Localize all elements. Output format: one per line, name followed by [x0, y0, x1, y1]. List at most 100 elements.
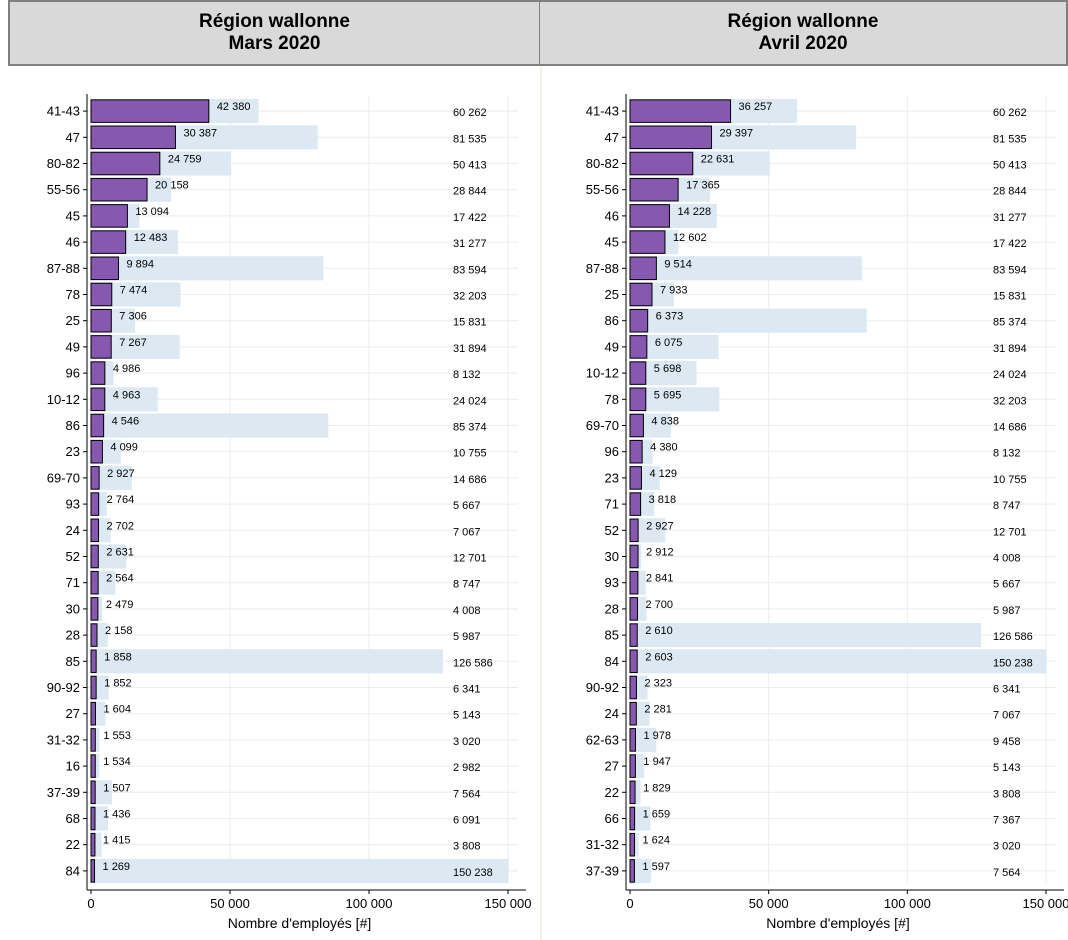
- category-label: 80-82: [586, 156, 619, 171]
- unemployed-value-label: 1 858: [104, 651, 132, 663]
- unemployed-value-label: 1 852: [104, 678, 132, 690]
- employed-value-label: 31 277: [993, 212, 1027, 224]
- unemployed-bar: [629, 806, 636, 831]
- employed-bar: [91, 413, 329, 438]
- employed-value-label: 14 686: [453, 474, 487, 486]
- unemployed-bar: [90, 151, 161, 176]
- unemployed-value-label: 1 604: [103, 704, 131, 716]
- category-label: 68: [66, 811, 80, 826]
- unemployed-value-label: 1 624: [643, 835, 671, 847]
- category-label: 93: [66, 497, 80, 512]
- unemployed-value-label: 30 387: [183, 127, 217, 139]
- unemployed-bar: [90, 832, 96, 857]
- category-label: 87-88: [586, 261, 619, 276]
- unemployed-bar: [90, 361, 106, 385]
- category-label: 47: [66, 130, 80, 145]
- unemployed-value-label: 6 373: [656, 311, 684, 323]
- category-label: 27: [66, 706, 80, 721]
- category-label: 47: [605, 130, 619, 145]
- category-label: 96: [66, 366, 80, 381]
- employed-value-label: 17 422: [993, 238, 1027, 250]
- employed-value-label: 28 844: [453, 186, 487, 198]
- category-label: 55-56: [47, 182, 80, 197]
- unemployed-value-label: 2 764: [107, 494, 135, 506]
- chart-header-april: Région wallonne Avril 2020: [539, 0, 1068, 66]
- unemployed-bar: [629, 335, 648, 359]
- employed-value-label: 3 020: [993, 841, 1021, 853]
- unemployed-value-label: 1 415: [103, 835, 131, 847]
- unemployed-value-label: 24 759: [168, 154, 202, 166]
- employed-value-label: 5 667: [993, 579, 1021, 591]
- category-label: 96: [605, 444, 619, 459]
- x-tick-label: 100 000: [346, 896, 393, 911]
- unemployed-value-label: 1 553: [103, 730, 131, 742]
- unemployed-value-label: 2 841: [646, 573, 674, 585]
- header-title-march: Région wallonne: [199, 11, 350, 32]
- unemployed-value-label: 1 597: [642, 861, 670, 873]
- employed-value-label: 5 987: [993, 605, 1021, 617]
- category-label: 46: [66, 235, 80, 250]
- unemployed-bar: [90, 256, 120, 281]
- unemployed-value-label: 2 281: [644, 704, 672, 716]
- employed-value-label: 8 132: [993, 448, 1021, 460]
- category-label: 85: [66, 654, 80, 669]
- category-label: 78: [66, 287, 80, 302]
- employed-value-label: 32 203: [453, 291, 487, 303]
- employed-value-label: 14 686: [993, 422, 1027, 434]
- employed-value-label: 7 367: [993, 815, 1021, 827]
- category-label: 45: [605, 235, 619, 250]
- unemployed-bar: [629, 570, 639, 595]
- category-label: 16: [66, 759, 80, 774]
- unemployed-bar: [90, 125, 176, 150]
- employed-value-label: 4 008: [993, 553, 1021, 565]
- unemployed-value-label: 4 129: [649, 468, 677, 480]
- unemployed-value-label: 1 829: [643, 782, 671, 794]
- category-label: 69-70: [47, 470, 80, 485]
- employed-value-label: 85 374: [993, 317, 1027, 329]
- category-label: 71: [66, 575, 80, 590]
- x-tick-label: 50 000: [210, 896, 250, 911]
- chart-panel-april: 36 257 60 262 41-43 29 397 81 535 47 22 631 50 …: [586, 94, 1068, 931]
- employed-value-label: 12 701: [453, 553, 487, 565]
- employed-bar: [630, 256, 862, 281]
- x-axis-title: Nombre d'employés [#]: [228, 915, 372, 931]
- unemployed-bar: [629, 780, 636, 805]
- category-label: 31-32: [47, 732, 80, 747]
- category-label: 28: [66, 628, 80, 643]
- unemployed-value-label: 4 099: [110, 442, 138, 454]
- unemployed-value-label: 2 702: [107, 520, 135, 532]
- category-label: 37-39: [47, 785, 80, 800]
- employed-bar: [91, 256, 324, 281]
- x-tick-label: 150 000: [485, 896, 532, 911]
- unemployed-value-label: 2 912: [646, 547, 674, 559]
- unemployed-bar: [629, 701, 637, 726]
- employed-value-label: 12 701: [993, 526, 1027, 538]
- category-label: 30: [66, 601, 80, 616]
- unemployed-value-label: 1 978: [643, 730, 671, 742]
- unemployed-value-label: 9 894: [127, 258, 155, 270]
- unemployed-value-label: 29 397: [720, 127, 754, 139]
- employed-value-label: 126 586: [453, 657, 493, 669]
- category-label: 52: [605, 523, 619, 538]
- category-label: 27: [605, 759, 619, 774]
- unemployed-bar: [629, 754, 636, 778]
- unemployed-bar: [90, 597, 99, 621]
- unemployed-bar: [90, 570, 99, 595]
- unemployed-bar: [90, 230, 127, 254]
- category-label: 93: [605, 575, 619, 590]
- unemployed-bar: [90, 204, 128, 228]
- employed-value-label: 24 024: [993, 369, 1027, 381]
- unemployed-bar: [90, 308, 112, 333]
- employed-value-label: 17 422: [453, 212, 487, 224]
- category-label: 46: [605, 208, 619, 223]
- employed-value-label: 60 262: [993, 107, 1027, 119]
- category-label: 22: [605, 785, 619, 800]
- category-label: 49: [66, 339, 80, 354]
- unemployed-bar: [629, 413, 644, 438]
- employed-bar: [91, 780, 113, 805]
- unemployed-bar: [629, 230, 666, 254]
- unemployed-bar: [90, 492, 100, 516]
- unemployed-value-label: 2 479: [106, 599, 134, 611]
- x-tick-label: 50 000: [749, 896, 789, 911]
- unemployed-value-label: 22 631: [701, 154, 735, 166]
